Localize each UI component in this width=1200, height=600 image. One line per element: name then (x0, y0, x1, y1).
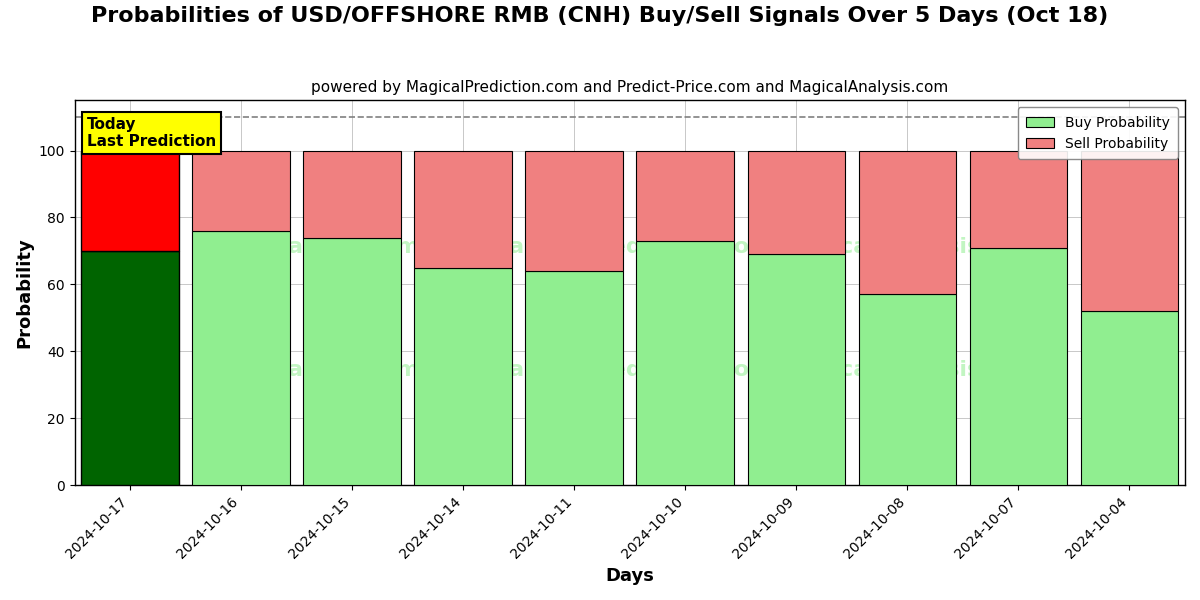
Title: powered by MagicalPrediction.com and Predict-Price.com and MagicalAnalysis.com: powered by MagicalPrediction.com and Pre… (311, 80, 948, 95)
Bar (304, 238, 401, 485)
Bar (636, 151, 734, 241)
Bar (1081, 311, 1178, 485)
Bar (526, 151, 623, 271)
Bar (526, 271, 623, 485)
Bar (636, 241, 734, 485)
Bar (970, 248, 1067, 485)
Bar (82, 251, 179, 485)
Bar (82, 151, 179, 251)
Bar (304, 151, 401, 238)
Text: calAnalysis.com: calAnalysis.com (840, 236, 1040, 257)
Legend: Buy Probability, Sell Probability: Buy Probability, Sell Probability (1018, 107, 1178, 159)
Text: Today
Last Prediction: Today Last Prediction (86, 117, 216, 149)
Bar (192, 151, 290, 231)
Text: Probabilities of USD/OFFSHORE RMB (CNH) Buy/Sell Signals Over 5 Days (Oct 18): Probabilities of USD/OFFSHORE RMB (CNH) … (91, 6, 1109, 26)
Bar (858, 295, 956, 485)
Bar (414, 268, 512, 485)
Text: calAnalysis.com: calAnalysis.com (218, 236, 419, 257)
Y-axis label: Probability: Probability (16, 238, 34, 348)
Text: calAnalysis.com: calAnalysis.com (840, 360, 1040, 380)
Bar (748, 254, 845, 485)
Bar (858, 151, 956, 295)
Bar (414, 151, 512, 268)
Text: MagicalPrediction.com: MagicalPrediction.com (487, 236, 773, 257)
Bar (192, 231, 290, 485)
Text: MagicalPrediction.com: MagicalPrediction.com (487, 360, 773, 380)
Bar (1081, 151, 1178, 311)
Bar (748, 151, 845, 254)
X-axis label: Days: Days (605, 567, 654, 585)
Text: calAnalysis.com: calAnalysis.com (218, 360, 419, 380)
Bar (970, 151, 1067, 248)
